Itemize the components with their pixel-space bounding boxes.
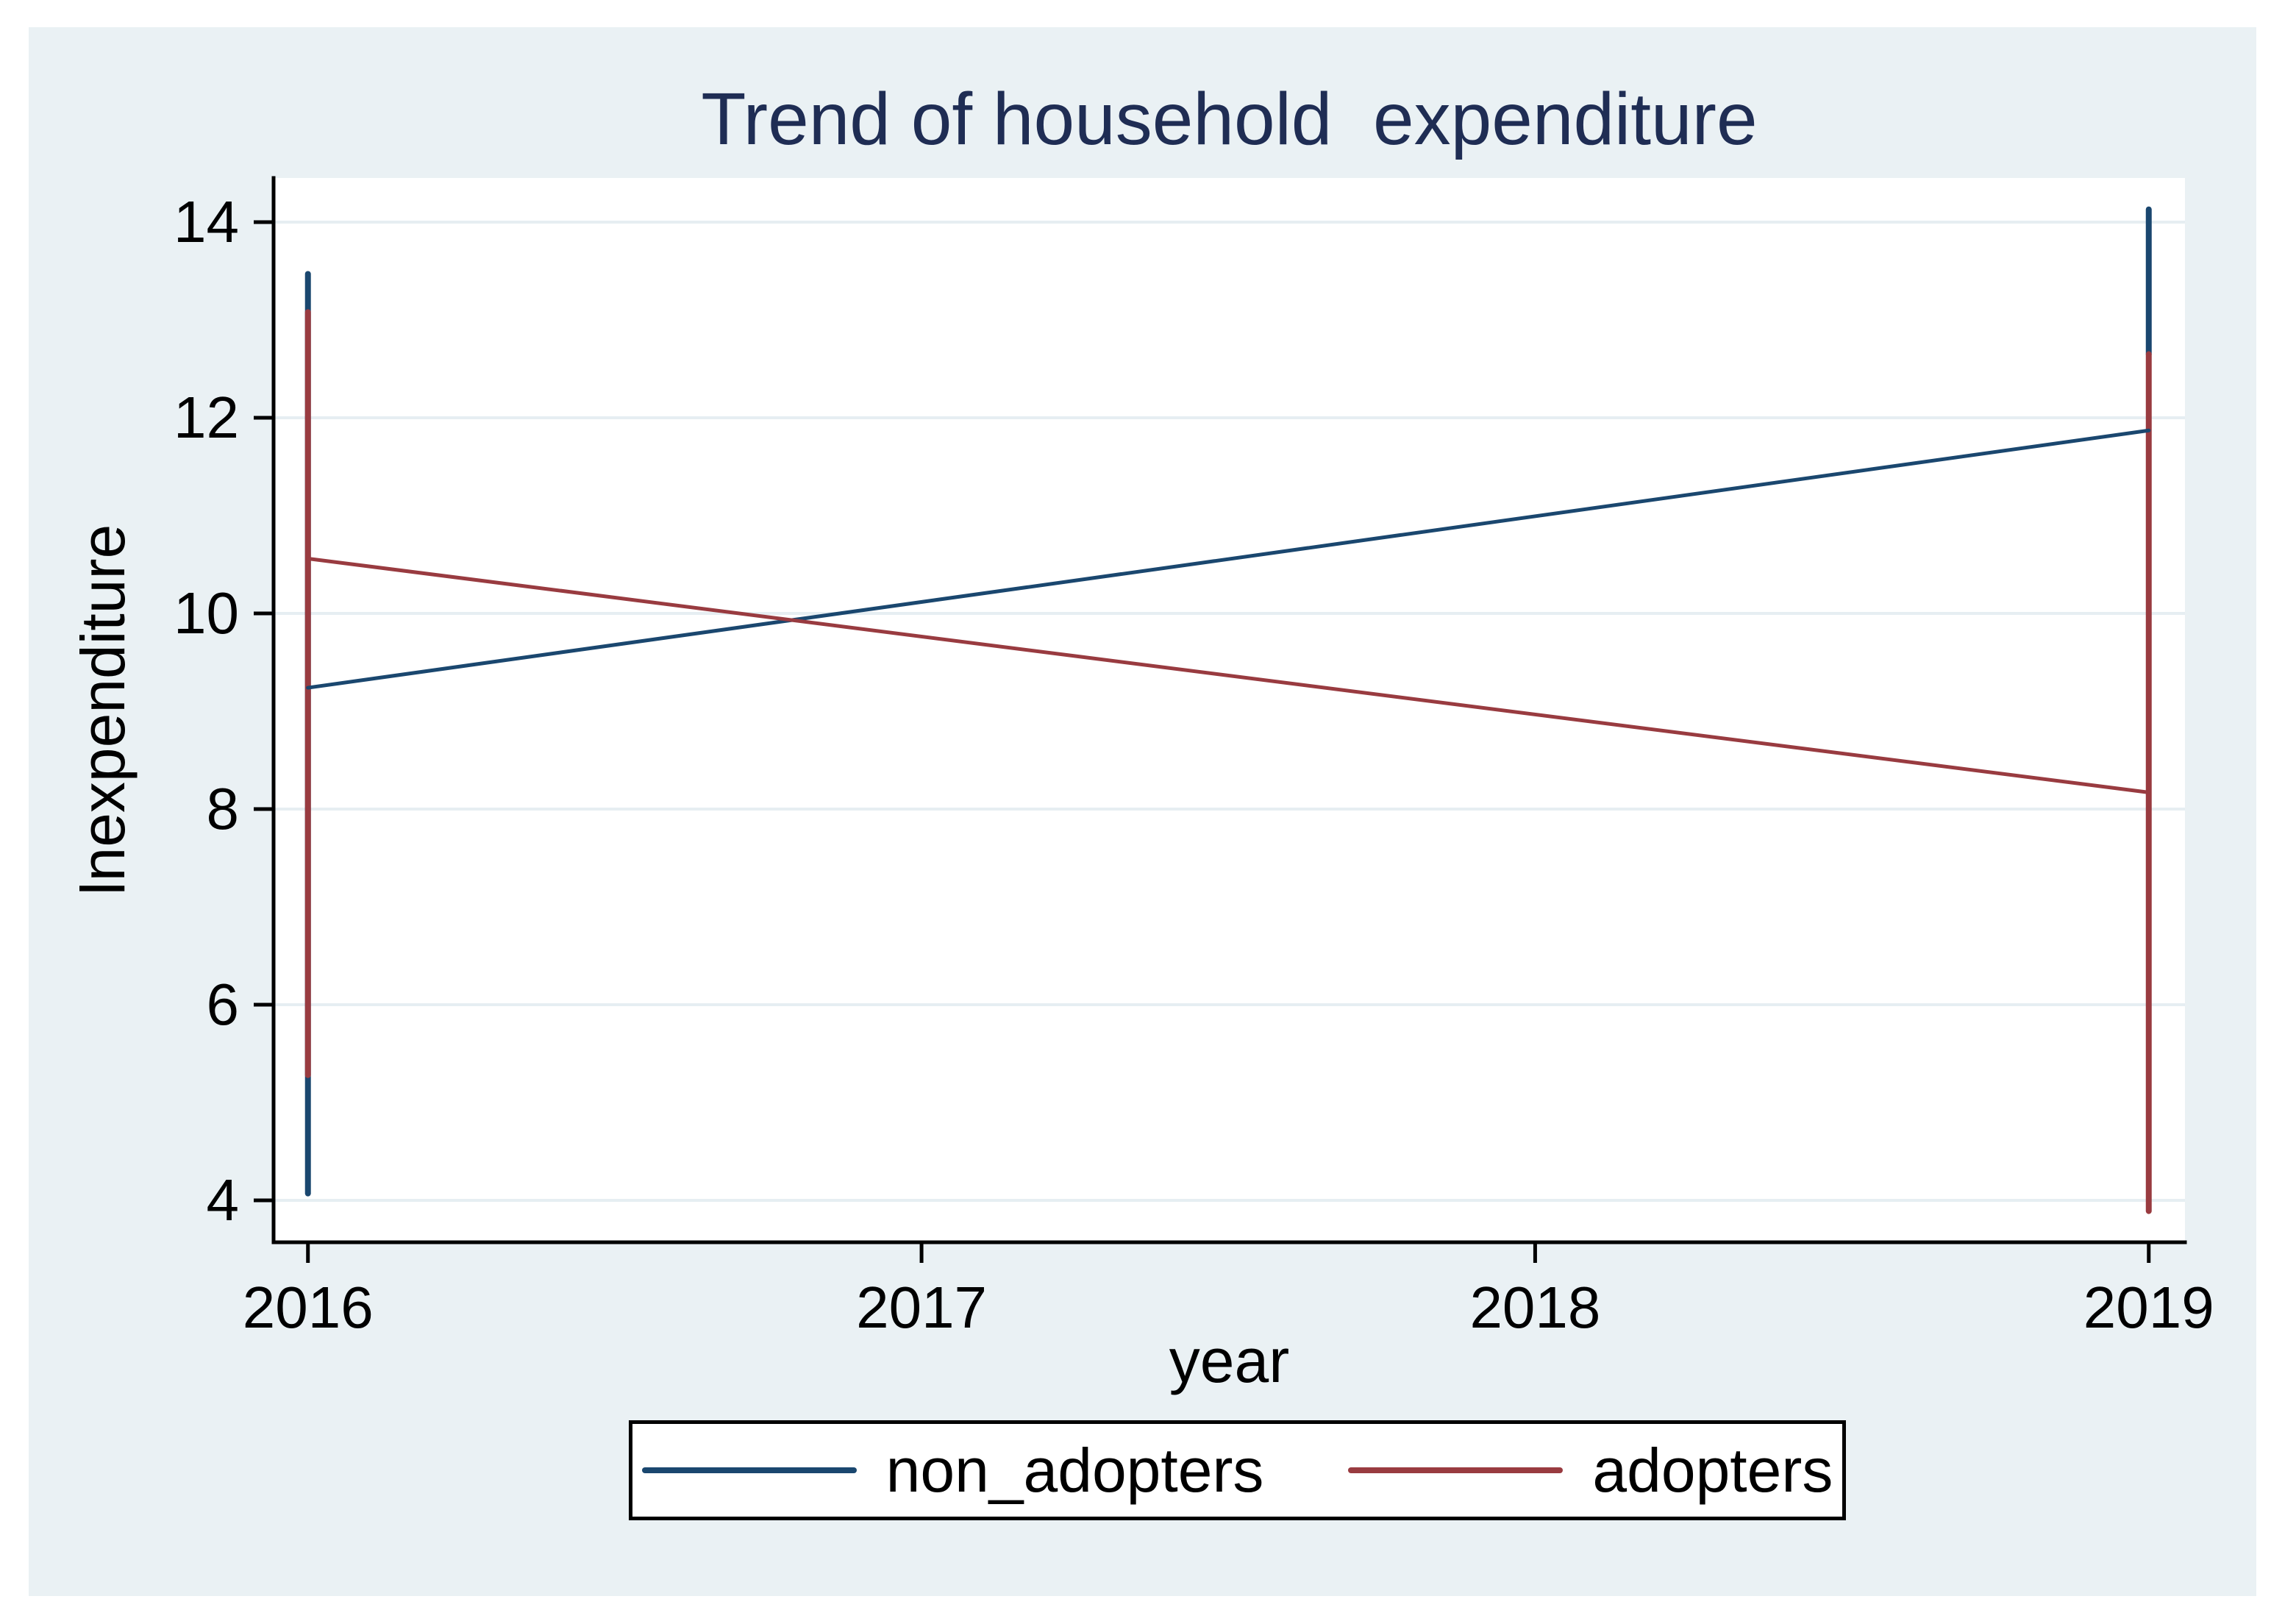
- x-tick-label-2019: 2019: [2083, 1275, 2214, 1340]
- trend-line-adopters: [306, 556, 2151, 794]
- trend-line-non_adopters: [306, 428, 2151, 690]
- y-axis-title: lnexpenditure: [68, 524, 138, 896]
- y-tick-label-4: 4: [206, 1167, 240, 1233]
- x-tick-label-2017: 2017: [856, 1275, 988, 1340]
- legend-entry-non_adopters: non_adopters: [641, 1436, 1264, 1505]
- legend-label: non_adopters: [885, 1436, 1264, 1505]
- y-tick-label-14: 14: [174, 188, 239, 254]
- y-tick-label-10: 10: [174, 580, 239, 646]
- legend-line-sample-adopters: [1348, 1467, 1564, 1473]
- legend: non_adopters adopters: [629, 1420, 1846, 1520]
- y-tick-label-12: 12: [174, 384, 239, 450]
- x-tick-label-2018: 2018: [1469, 1275, 1601, 1340]
- legend-label: adopters: [1592, 1436, 1833, 1505]
- x-tick-label-2016: 2016: [242, 1275, 374, 1340]
- legend-entry-adopters: adopters: [1348, 1437, 1833, 1503]
- plot-area: [274, 178, 2185, 1242]
- chart-title: Trend of household expenditure: [701, 78, 1758, 160]
- y-tick-label-6: 6: [206, 971, 240, 1037]
- legend-line-sample-non_adopters: [641, 1467, 857, 1473]
- x-axis-title: year: [1169, 1326, 1290, 1395]
- y-tick-label-8: 8: [206, 775, 240, 841]
